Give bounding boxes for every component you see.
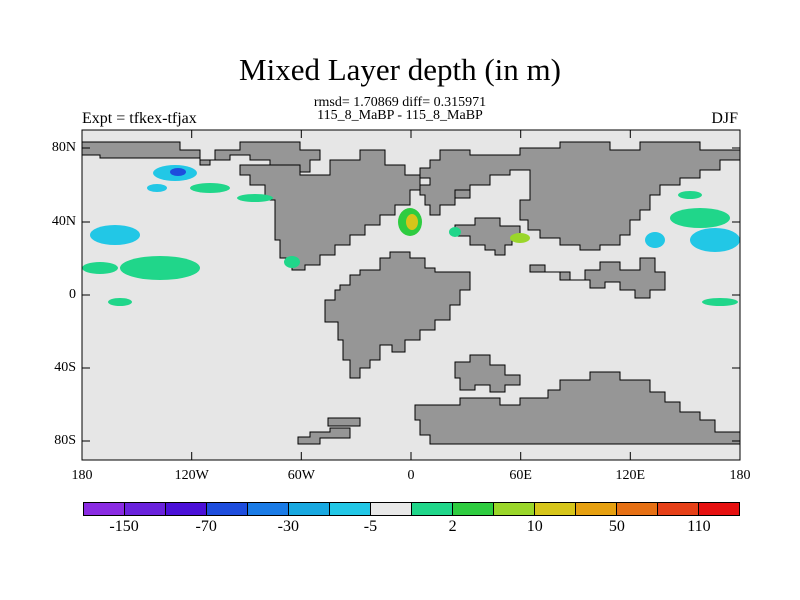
colorbar [83,502,740,516]
colorbar-box [453,503,494,515]
colorbar-box [207,503,248,515]
anomaly-patch [406,214,418,230]
anomaly-patch [678,191,702,199]
anomaly-patch [670,208,730,228]
anomaly-patch [82,262,118,274]
lat-label: 40N [51,214,76,229]
colorbar-label: 50 [608,518,625,535]
colorbar-box [125,503,166,515]
colorbar-box [248,503,289,515]
anomaly-patch [702,298,738,306]
colorbar-box [371,503,412,515]
anomaly-patch [120,256,200,280]
stats-line-1: rmsd= 1.70869 diff= 0.315971 [313,95,487,110]
stats-line-2: 115_8_MaBP - 115_8_MaBP [317,108,483,123]
colorbar-label: -70 [195,518,217,535]
experiment-label: Expt = tfkex-tfjax [82,110,197,127]
anomaly-patch [645,232,665,248]
colorbar-box [330,503,371,515]
land-africa-arabia [454,217,521,256]
land-south-america [324,251,471,379]
anomaly-patch [90,225,140,245]
lon-label: 180 [71,468,93,483]
anomaly-patch [690,228,740,252]
colorbar-box [289,503,330,515]
colorbar-box [84,503,125,515]
lat-label: 0 [69,287,76,302]
stats-text: rmsd= 1.70869 diff= 0.315971 115_8_MaBP … [0,95,800,123]
lat-label: 80N [51,140,76,155]
anomaly-patch [284,256,300,268]
lat-label: 80S [54,433,76,448]
mld-anomaly-patches [82,165,740,306]
anomaly-patch [190,183,230,193]
season-label: DJF [711,110,738,127]
anomaly-patch [170,168,186,176]
colorbar-box [412,503,453,515]
land-island-pacific [454,189,471,199]
anomaly-patch [147,184,167,192]
colorbar-box [699,503,739,515]
anomaly-patch [449,227,461,237]
lon-label: 120E [615,468,646,483]
colorbar-label: -150 [109,518,139,535]
lon-label: 60E [509,468,532,483]
colorbar-box [617,503,658,515]
land-masses [81,141,741,445]
colorbar-label: 2 [448,518,457,535]
anomaly-patch [510,233,530,243]
land-india-seasia [529,257,666,299]
colorbar-box [166,503,207,515]
anomaly-patch [108,298,132,306]
map-title: Mixed Layer depth (in m) [239,52,561,87]
colorbar-box [576,503,617,515]
colorbar-label: 110 [687,518,711,535]
land-antarctica-east [414,371,741,445]
lon-label: 180 [729,468,751,483]
colorbar-label: 10 [526,518,543,535]
land-europe-asia [419,141,741,251]
colorbar-box [535,503,576,515]
land-island-small [327,417,361,427]
lon-label: 120W [174,468,209,483]
colorbar-label: -5 [363,518,378,535]
colorbar-box [494,503,535,515]
lon-label: 0 [407,468,415,483]
lon-label: 60W [287,468,315,483]
land-north-america [239,149,421,271]
land-australia [454,354,521,393]
land-antarctica-west [297,427,351,445]
colorbar-box [658,503,699,515]
colorbar-label: -30 [277,518,299,535]
lat-label: 40S [54,360,76,375]
anomaly-patch [237,194,273,202]
